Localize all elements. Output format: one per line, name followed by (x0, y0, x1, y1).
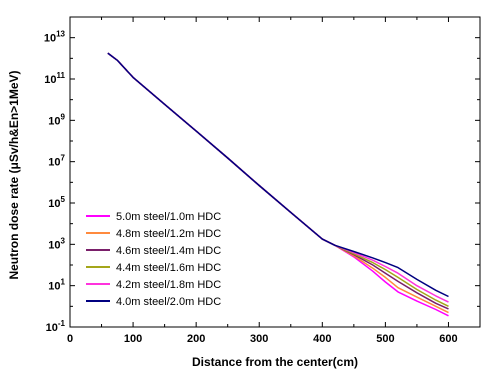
legend: 5.0m steel/1.0m HDC 4.8m steel/1.2m HDC 4.… (86, 211, 221, 308)
y-tick-label: 1011 (44, 71, 65, 86)
legend-label: 4.2m steel/1.8m HDC (116, 279, 221, 291)
y-tick-label: 10-1 (46, 319, 66, 334)
y-axis-title-wrap: Neutron dose rate (μSv/h&En>1MeV) (4, 25, 24, 325)
legend-label: 5.0m steel/1.0m HDC (116, 211, 221, 223)
y-axis-title: Neutron dose rate (μSv/h&En>1MeV) (7, 70, 21, 280)
x-tick-label: 600 (439, 333, 457, 345)
x-tick-label: 500 (376, 333, 394, 345)
x-tick-label: 400 (313, 333, 331, 345)
legend-label: 4.4m steel/1.6m HDC (116, 262, 221, 274)
y-tick-label: 1013 (44, 30, 66, 45)
x-tick-label: 300 (250, 333, 268, 345)
x-axis-title: Distance from the center(cm) (191, 355, 359, 369)
legend-label: 4.8m steel/1.2m HDC (116, 228, 221, 240)
x-tick-label: 200 (187, 333, 205, 345)
series-line-6 (107, 52, 449, 298)
y-tick-label: 101 (48, 278, 65, 293)
y-tick-label: 109 (48, 112, 65, 127)
legend-label: 4.6m steel/1.4m HDC (116, 245, 221, 257)
y-tick-label: 103 (48, 236, 65, 251)
y-tick-label: 105 (48, 195, 65, 210)
plot-frame (69, 16, 481, 328)
y-tick-label: 107 (48, 154, 65, 169)
legend-label: 4.0m steel/2.0m HDC (116, 296, 221, 308)
series-lines (107, 52, 449, 317)
axis-ticks: 0 100 200 300 400 500 600 10-1 101 103 105 107 109 10… (44, 16, 481, 345)
x-tick-label: 0 (67, 333, 73, 345)
x-tick-label: 100 (124, 333, 142, 345)
